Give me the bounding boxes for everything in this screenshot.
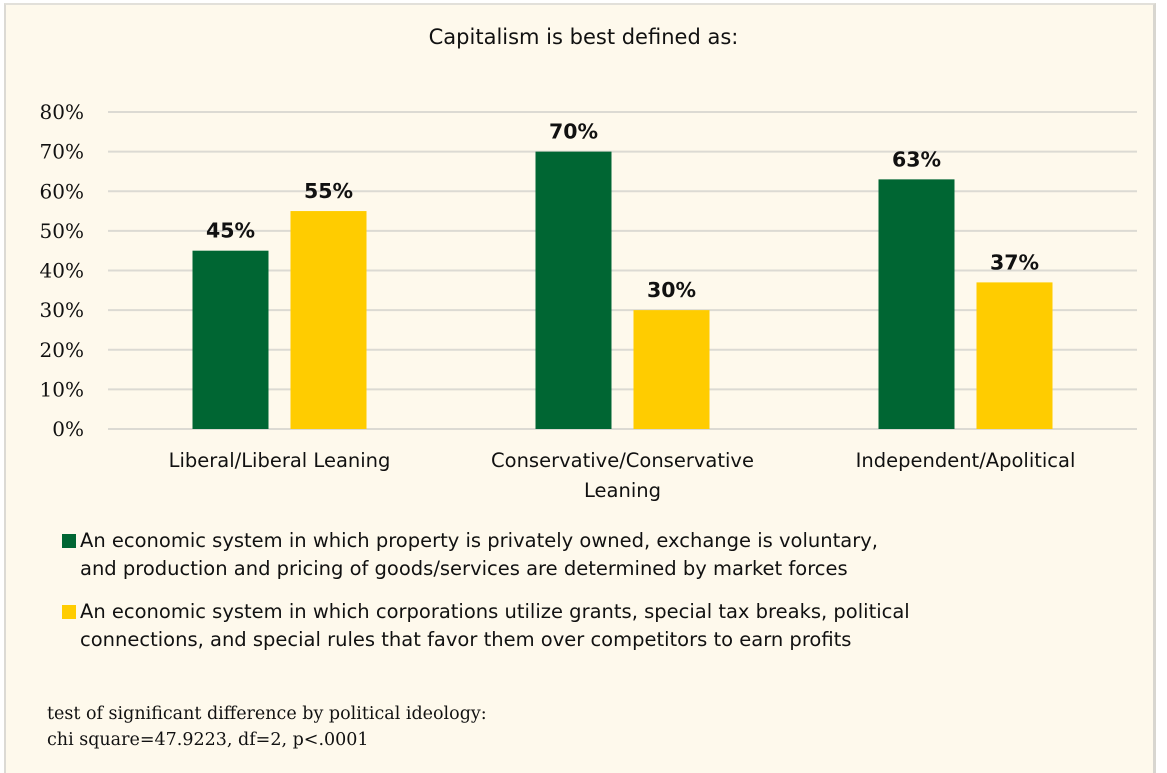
- bar: [976, 282, 1053, 429]
- bar: [878, 179, 955, 429]
- y-tick-label: 30%: [40, 298, 84, 322]
- footnote: test of significant difference by politi…: [47, 701, 487, 753]
- legend-item-free-market: An economic system in which property is …: [62, 527, 1150, 583]
- data-labels: 45% 55% 70% 30% 63% 37%: [206, 120, 1039, 303]
- x-tick-label: Conservative/Conservative: [491, 449, 754, 472]
- y-tick-label: 0%: [52, 417, 84, 441]
- bar: [633, 310, 710, 429]
- y-tick-label: 80%: [40, 100, 84, 124]
- data-label: 70%: [549, 120, 598, 144]
- legend-swatch-yellow: [62, 605, 76, 619]
- legend-item-cronyism: An economic system in which corporations…: [62, 598, 1150, 654]
- x-axis-labels: Liberal/Liberal Leaning Conservative/Cons…: [169, 449, 1076, 502]
- legend-text-line: connections, and special rules that favo…: [80, 628, 852, 651]
- gridlines: [108, 111, 1137, 430]
- data-label: 63%: [892, 147, 941, 171]
- legend-text-line: An economic system in which property is …: [80, 529, 878, 552]
- data-label: 45%: [206, 219, 255, 243]
- x-tick-label: Independent/Apolitical: [856, 449, 1076, 472]
- bar: [192, 250, 269, 429]
- bar: [290, 211, 367, 429]
- data-label: 55%: [304, 179, 353, 203]
- x-tick-label: Liberal/Liberal Leaning: [169, 449, 391, 472]
- x-tick-label: Leaning: [584, 479, 661, 502]
- y-tick-label: 10%: [40, 377, 84, 401]
- footnote-line-1: test of significant difference by politi…: [47, 704, 487, 724]
- legend-swatch-green: [62, 534, 76, 548]
- y-tick-label: 70%: [40, 140, 84, 164]
- y-axis-ticks: 0% 10% 20% 30% 40% 50% 60% 70% 80%: [40, 100, 84, 441]
- bar: [535, 151, 612, 429]
- y-tick-label: 20%: [40, 338, 84, 362]
- y-tick-label: 50%: [40, 219, 84, 243]
- y-tick-label: 40%: [40, 259, 84, 283]
- chart-title: Capitalism is best defined as:: [428, 25, 739, 49]
- y-tick-label: 60%: [40, 179, 84, 203]
- data-label: 30%: [647, 278, 696, 302]
- legend-text-line: An economic system in which corporations…: [80, 600, 910, 623]
- data-label: 37%: [990, 250, 1039, 274]
- footnote-line-2: chi square=47.9223, df=2, p<.0001: [47, 730, 369, 750]
- bars: [192, 151, 1053, 429]
- legend-text-line: and production and pricing of goods/serv…: [80, 557, 848, 580]
